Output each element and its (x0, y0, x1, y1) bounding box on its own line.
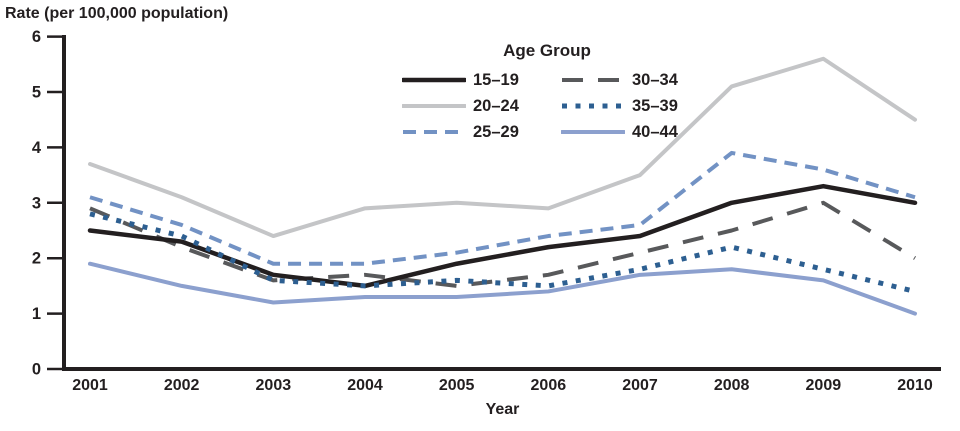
legend-item-35-39: 35–39 (561, 97, 692, 116)
chart-title: Rate (per 100,000 population) (5, 5, 229, 22)
legend-swatch (402, 77, 466, 83)
legend-label: 20–24 (473, 96, 519, 115)
legend-swatch (403, 130, 465, 134)
y-tick-label: 4 (32, 139, 42, 157)
x-tick-label: 2001 (72, 377, 108, 394)
legend-label: 15–19 (473, 70, 519, 89)
legend-swatch (402, 104, 466, 108)
legend-label: 35–39 (632, 96, 678, 115)
y-tick-label: 1 (32, 305, 41, 323)
x-tick-label: 2004 (347, 377, 383, 394)
x-tick-label: 2006 (531, 377, 567, 394)
legend-swatch (562, 103, 624, 109)
y-tick-label: 5 (32, 84, 41, 102)
y-tick-label: 3 (32, 194, 41, 212)
legend-swatch (562, 78, 624, 82)
legend: Age Group 15–19 20–24 25–29 30–34 35–39 40–44 (402, 41, 692, 145)
legend-item-30-34: 30–34 (561, 71, 692, 90)
legend-swatch (561, 130, 625, 134)
legend-label: 30–34 (632, 70, 678, 89)
legend-item-25-29: 25–29 (402, 123, 533, 142)
y-tick-label: 6 (32, 28, 41, 46)
series-line-25-29 (89, 150, 916, 266)
x-tick-label: 2007 (622, 377, 658, 394)
series-line-15-19 (87, 183, 918, 289)
x-tick-label: 2003 (256, 377, 292, 394)
legend-item-15-19: 15–19 (402, 71, 533, 90)
series-line-20-24 (88, 56, 917, 239)
series-line-35-39 (89, 211, 916, 294)
legend-title: Age Group (503, 41, 591, 60)
legend-label: 40–44 (632, 122, 678, 141)
x-tick-label: 2009 (806, 377, 842, 394)
legend-item-20-24: 20–24 (402, 97, 533, 116)
x-tick-label: 2010 (897, 377, 933, 394)
legend-item-40-44: 40–44 (561, 123, 692, 142)
legend-label: 25–29 (473, 122, 519, 141)
series-line-40-44 (88, 261, 917, 316)
y-tick-label: 2 (32, 250, 41, 268)
x-tick-label: 2002 (164, 377, 200, 394)
x-axis-title: Year (485, 401, 520, 418)
x-tick-label: 2005 (439, 377, 475, 394)
legend-grid: 15–19 20–24 25–29 30–34 35–39 40–44 (402, 67, 692, 145)
x-tick-label: 2008 (714, 377, 750, 394)
y-tick-label: 0 (32, 361, 41, 379)
series-line-30-34 (89, 200, 917, 288)
